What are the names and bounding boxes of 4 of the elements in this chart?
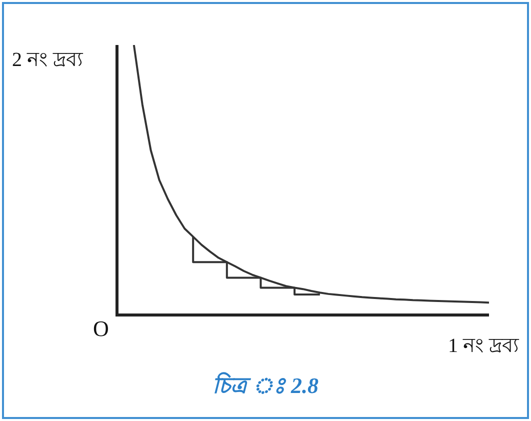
- text: O: [93, 316, 109, 342]
- text: চিত্র ঃ 2.8: [212, 371, 320, 400]
- x-axis-title: 1 নং দ্রব্য: [448, 334, 519, 359]
- y-axis-title: 2 নং দ্রব্য: [12, 48, 83, 73]
